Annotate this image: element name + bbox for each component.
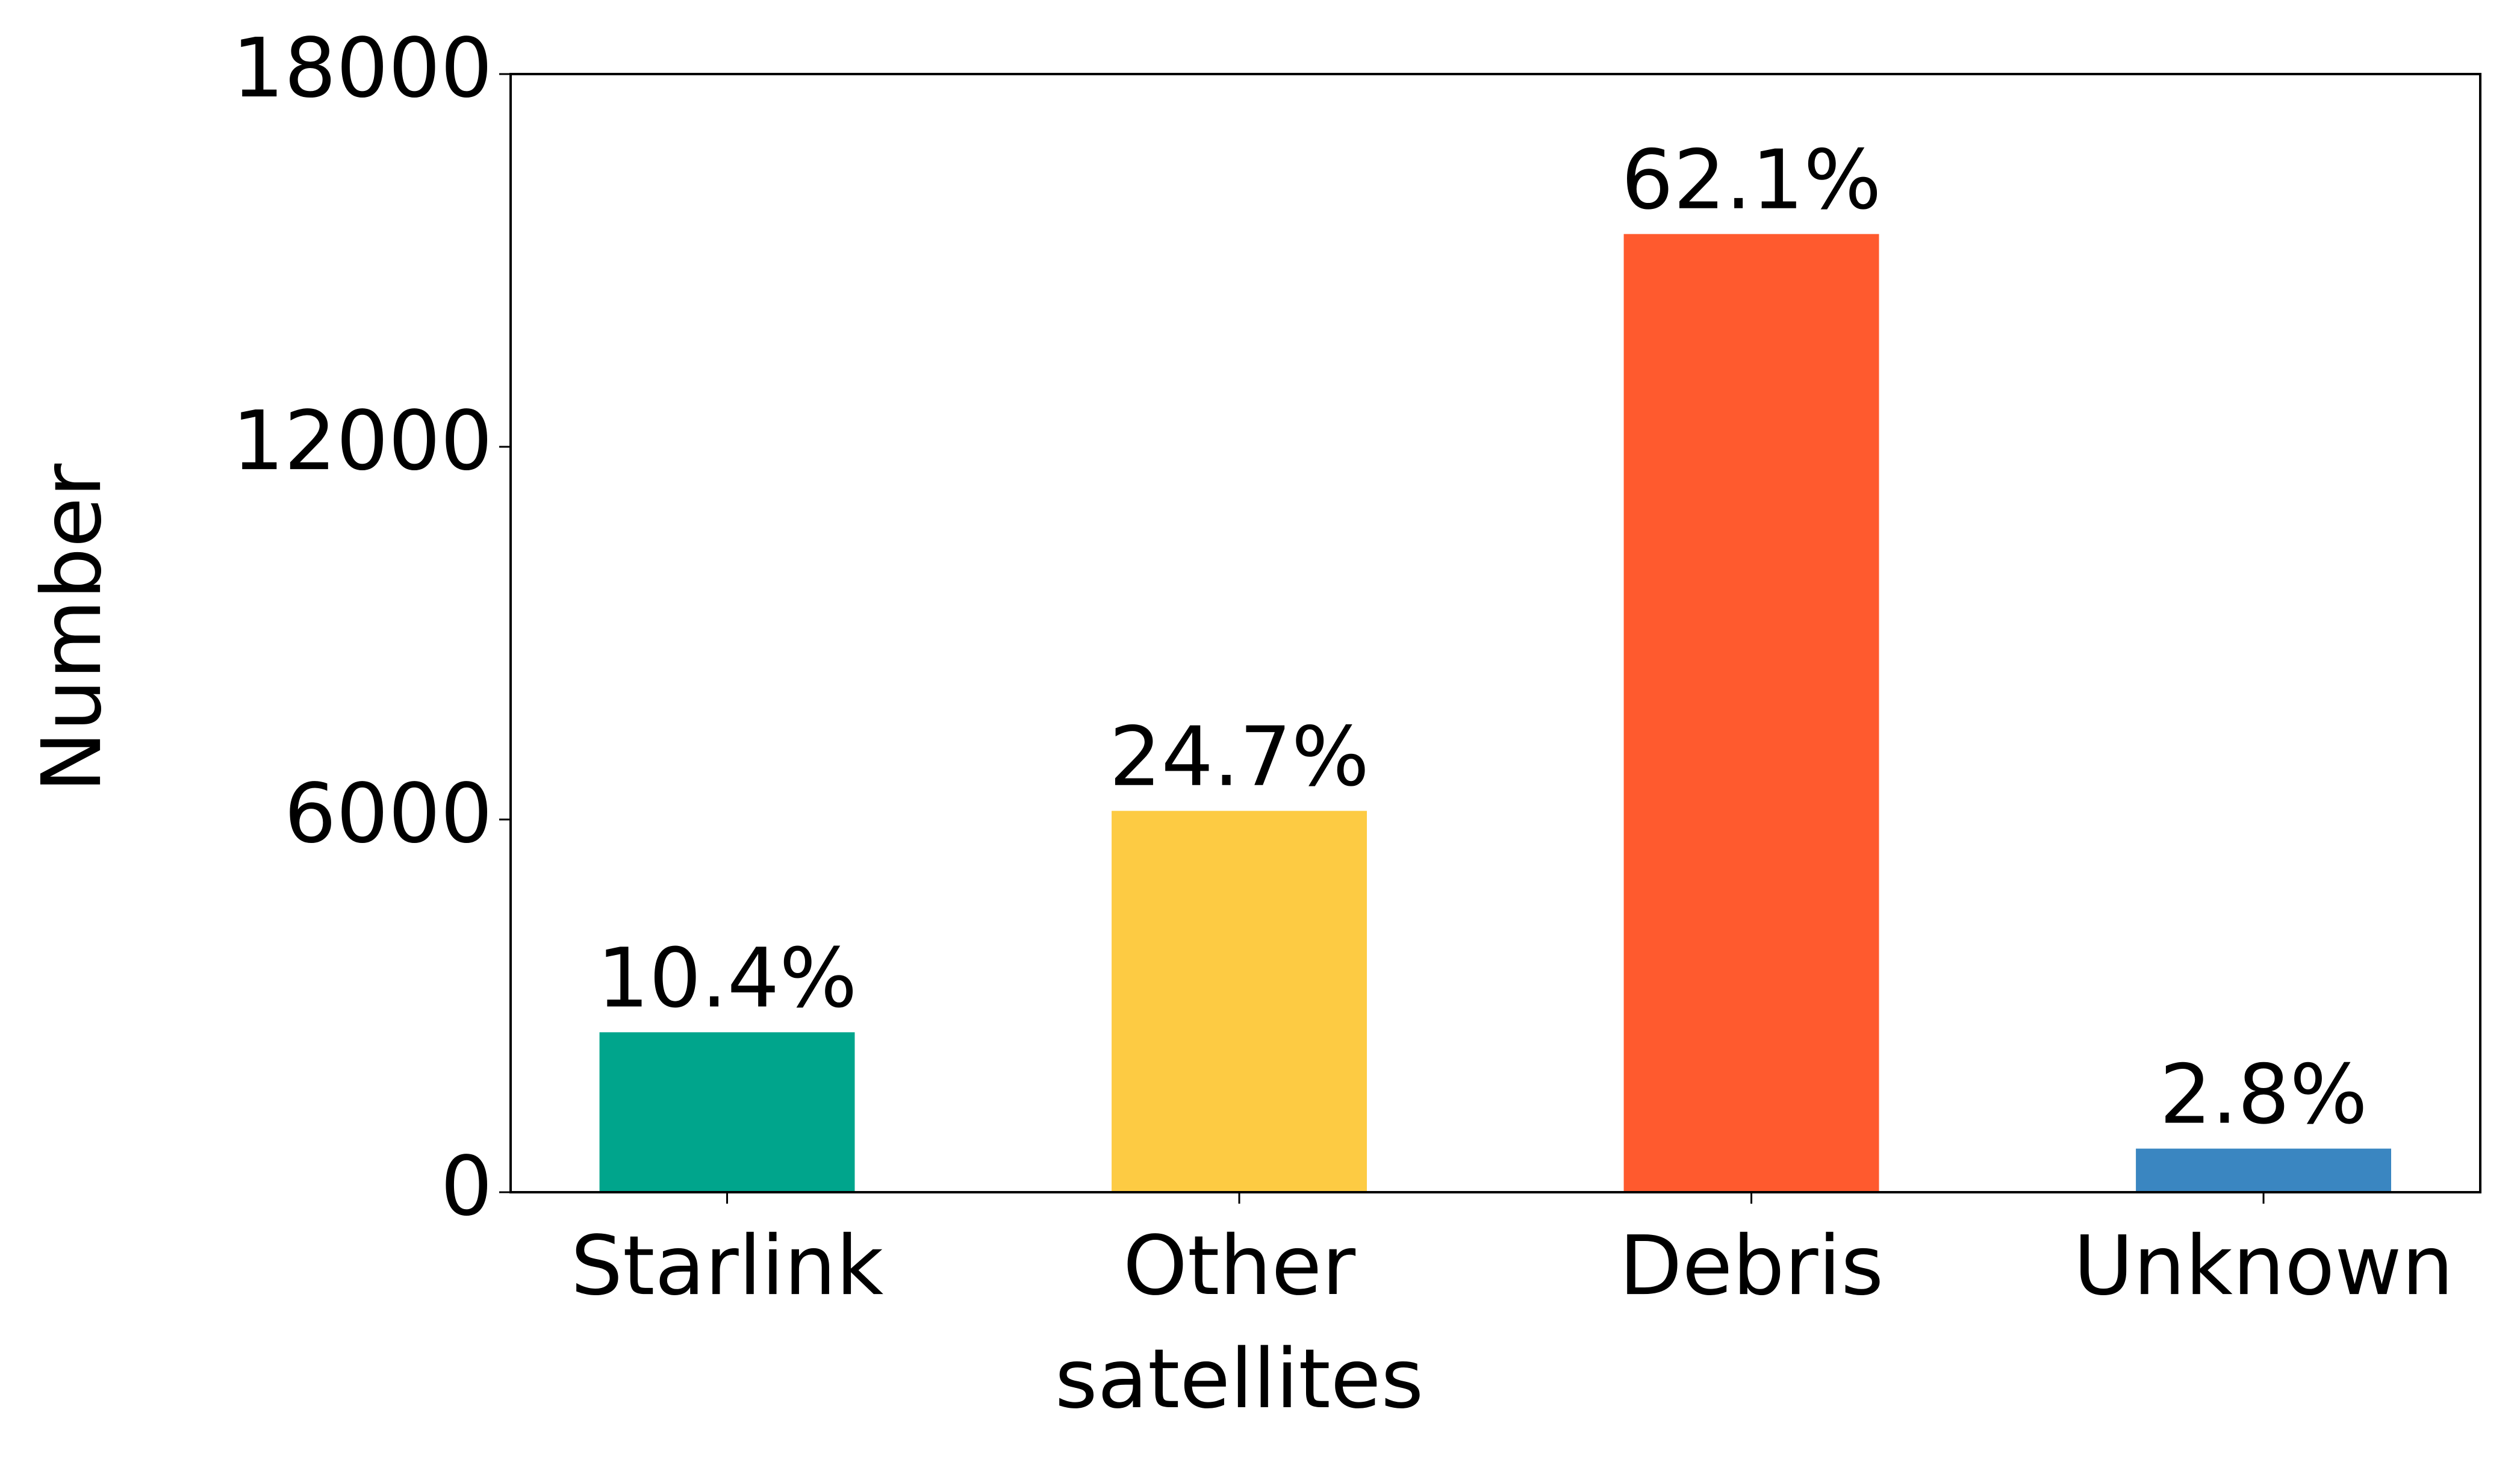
bar (1623, 234, 1879, 1192)
y-tick-label: 6000 (284, 767, 493, 862)
y-tick-label: 18000 (232, 21, 493, 116)
y-tick-label: 0 (440, 1139, 493, 1234)
x-tick-label: Debris (1619, 1219, 1884, 1314)
value-label: 24.7% (1109, 710, 1369, 805)
x-tick-label: Other satellites (1055, 1219, 1423, 1427)
value-label: 62.1% (1622, 133, 1882, 228)
plot-frame (509, 73, 2481, 1193)
value-label: 2.8% (2159, 1048, 2368, 1143)
x-tick-label: Starlink (571, 1219, 884, 1314)
x-tick-label: Unknown (2073, 1219, 2453, 1314)
value-label: 10.4% (597, 931, 857, 1026)
bar (2136, 1148, 2392, 1192)
y-tick-label: 12000 (232, 394, 493, 489)
bar (599, 1032, 855, 1192)
y-axis-label: Number (25, 464, 120, 792)
bar (1112, 810, 1367, 1192)
